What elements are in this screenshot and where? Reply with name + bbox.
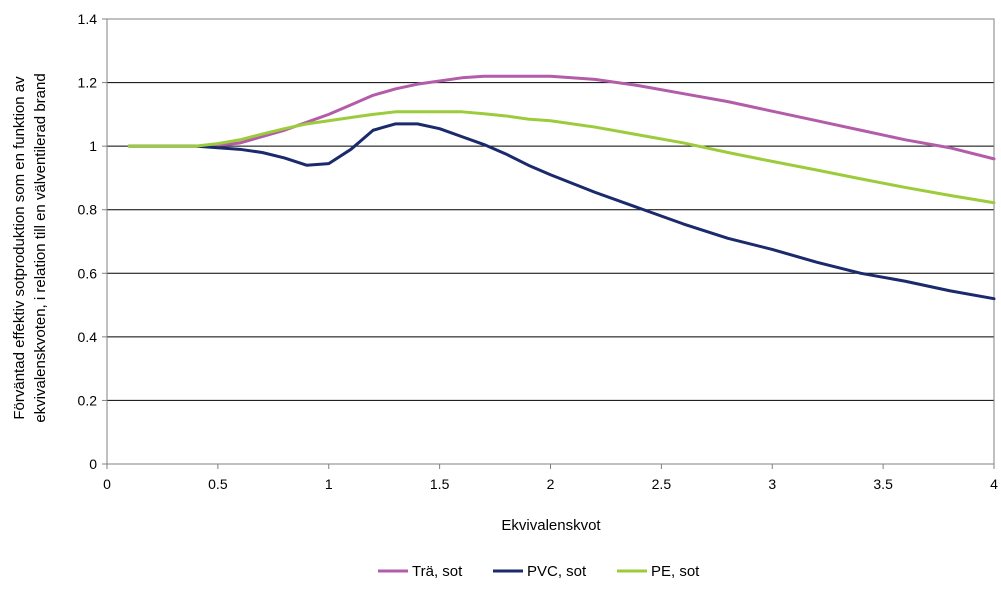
y-tick-label-3: 0.6 — [78, 265, 98, 281]
series-line-1 — [127, 122, 996, 301]
x-tick-label-2: 1 — [325, 476, 333, 492]
x-axis-title: Ekvivalenskvot — [501, 517, 601, 534]
legend-label-2: PE, sot — [651, 563, 700, 580]
gridlines — [107, 82, 994, 401]
y-tick-label-6: 1.2 — [78, 75, 98, 91]
x-tick-label-0: 0 — [103, 476, 111, 492]
series-lines — [127, 74, 996, 301]
x-tick-label-7: 3.5 — [873, 476, 893, 492]
legend-label-0: Trä, sot — [412, 563, 463, 580]
axes — [102, 18, 995, 469]
y-axis-title-line1: Förväntad effektiv sotproduktion som en … — [11, 76, 28, 420]
x-tick-label-1: 0.5 — [208, 476, 228, 492]
series-line-2 — [127, 110, 996, 205]
legend-label-1: PVC, sot — [527, 563, 587, 580]
x-tick-label-3: 1.5 — [430, 476, 450, 492]
y-tick-label-0: 0 — [89, 456, 97, 472]
y-tick-label-4: 0.8 — [78, 202, 98, 218]
x-tick-label-4: 2 — [547, 476, 555, 492]
x-tick-label-6: 3 — [768, 476, 776, 492]
x-tick-label-5: 2.5 — [652, 476, 672, 492]
y-tick-label-1: 0.2 — [78, 392, 98, 408]
y-tick-label-2: 0.4 — [78, 329, 98, 345]
y-tick-label-5: 1 — [89, 138, 97, 154]
y-axis-title: Förväntad effektiv sotproduktion som en … — [11, 73, 49, 422]
plot-area-frame — [106, 18, 995, 465]
y-tick-label-7: 1.4 — [78, 11, 98, 27]
x-tick-label-8: 4 — [990, 476, 998, 492]
y-axis-title-line2: ekvivalenskvoten, i relation till en väl… — [32, 73, 49, 422]
legend: Trä, sot PVC, sot PE, sot — [378, 563, 700, 580]
series-line-0 — [127, 74, 996, 161]
tick-labels: 0 0.2 0.4 0.6 0.8 1 1.2 1.4 0 0.5 1 1.5 2 2.5 3 3.5 4 — [78, 11, 999, 492]
